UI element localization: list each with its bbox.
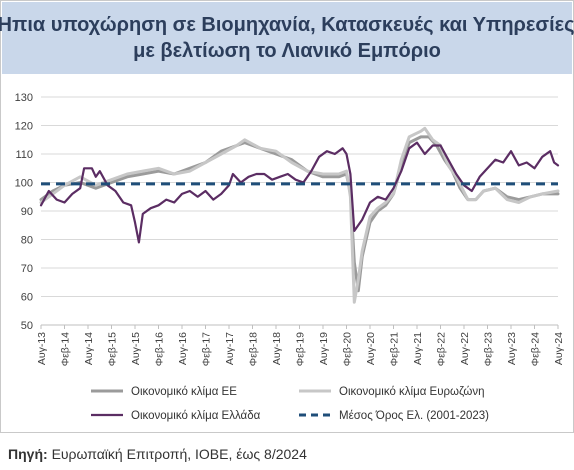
gridlines: [41, 96, 558, 326]
y-tick-label: 50: [21, 320, 33, 332]
y-tick-label: 90: [21, 206, 33, 218]
x-tick-label: Φεβ-21: [389, 332, 401, 366]
x-tick-label: Φεβ-22: [436, 332, 448, 366]
x-tick-label: Αυγ-23: [506, 332, 518, 365]
x-tick-label: Φεβ-17: [201, 332, 213, 366]
y-tick-label: 110: [15, 149, 33, 161]
x-tick-label: Φεβ-23: [483, 332, 495, 366]
series-lines: [39, 126, 560, 304]
legend-label-1: Οικονομικό κλίμα Ευρωζώνη: [339, 386, 484, 398]
x-tick-label: Αυγ-21: [412, 332, 424, 365]
x-tick-label: Αυγ-22: [459, 332, 471, 365]
series-line-2: [39, 141, 560, 244]
y-tick-label: 130: [15, 92, 33, 104]
y-axis-ticks: 50 60 70 80 90 100 110 120 130: [15, 92, 33, 332]
legend-label-3: Μέσος Όρος Ελ. (2001-2023): [339, 410, 489, 422]
legend-label-0: Οικονομικό κλίμα ΕΕ: [131, 386, 237, 398]
x-tick-label: Αυγ-17: [224, 332, 236, 365]
x-tick-label: Αυγ-19: [318, 332, 330, 365]
source-label: Πηγή:: [8, 446, 48, 462]
y-tick-label: 80: [21, 235, 33, 247]
x-tick-label: Φεβ-14: [60, 332, 72, 366]
x-tick-label: Αυγ-15: [130, 332, 142, 365]
source-text: Ευρωπαϊκή Επιτροπή, ΙΟΒΕ, έως 8/2024: [51, 446, 307, 462]
y-tick-label: 120: [15, 121, 33, 133]
x-tick-label: Αυγ-14: [83, 332, 95, 365]
x-tick-label: Φεβ-20: [342, 332, 354, 366]
chart-title-line-2: με βελτίωση το Λιανικό Εμπόριο: [133, 40, 441, 62]
legend-label-2: Οικονομικό κλίμα Ελλάδα: [131, 410, 261, 422]
y-tick-label: 100: [15, 178, 33, 190]
legend: Οικονομικό κλίμα ΕΕ Οικονομικό κλίμα Ευρω…: [91, 386, 489, 422]
x-tick-label: Φεβ-18: [248, 332, 260, 366]
x-tick-label: Αυγ-13: [36, 332, 48, 365]
x-tick-label: Φεβ-15: [107, 332, 119, 366]
x-axis-ticks: Αυγ-13 Φεβ-14 Αυγ-14 Φεβ-15 Αυγ-15 Φεβ-16 Αυγ-…: [36, 325, 565, 366]
chart-title-line-1: Ήπια υποχώρηση σε Βιομηχανία, Κατασκευές…: [0, 14, 574, 36]
x-tick-label: Φεβ-24: [530, 332, 542, 366]
x-tick-label: Αυγ-18: [271, 332, 283, 365]
chart-card: Ήπια υποχώρηση σε Βιομηχανία, Κατασκευές…: [0, 0, 574, 433]
source-note: Πηγή: Ευρωπαϊκή Επιτροπή, ΙΟΒΕ, έως 8/20…: [8, 446, 307, 462]
x-tick-label: Αυγ-16: [177, 332, 189, 365]
y-tick-label: 60: [21, 292, 33, 304]
x-tick-label: Φεβ-16: [154, 332, 166, 366]
x-tick-label: Φεβ-19: [295, 332, 307, 366]
chart-title-band: Ήπια υποχώρηση σε Βιομηχανία, Κατασκευές…: [0, 2, 574, 74]
y-tick-label: 70: [21, 263, 33, 275]
x-tick-label: Αυγ-24: [553, 332, 565, 365]
x-tick-label: Αυγ-20: [365, 332, 377, 365]
series-line-1: [39, 126, 560, 304]
